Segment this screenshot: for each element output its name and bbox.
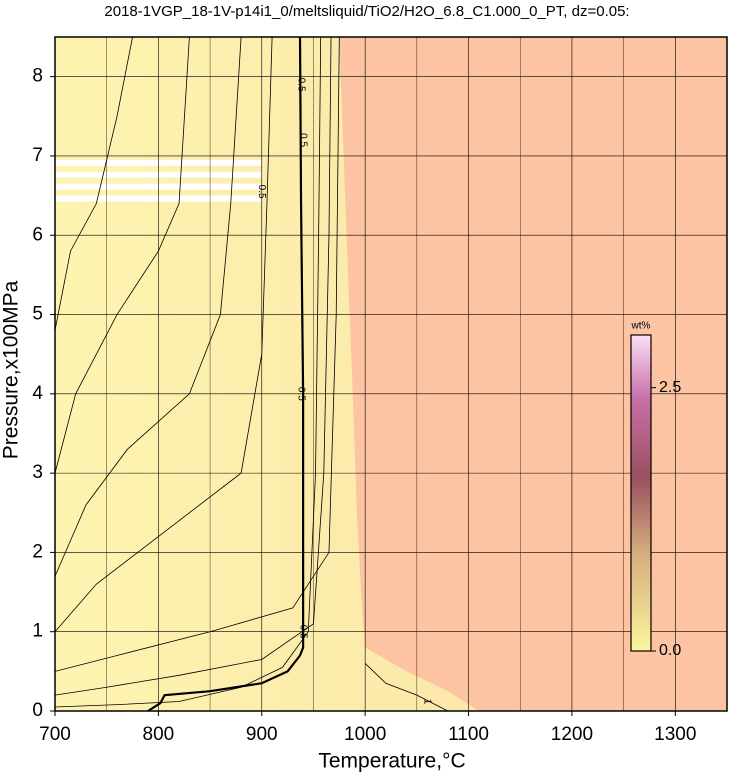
contour-label: 0.5 — [295, 387, 306, 401]
plot-area: 0.5 0.5 0.5 0.5 0.5 1 — [55, 37, 727, 711]
colorbar — [630, 334, 652, 652]
contour-line — [55, 37, 190, 474]
x-tick-label: 1000 — [344, 724, 386, 745]
x-tick-label: 1300 — [654, 724, 696, 745]
contour-label: 0.5 — [297, 133, 308, 147]
x-axis-label: Temperature,°C — [318, 750, 465, 773]
contour-line — [55, 37, 322, 708]
liquid-field — [339, 37, 727, 711]
x-tick-label: 700 — [39, 724, 71, 745]
y-axis-label: Pressure,x100MPa — [0, 280, 23, 459]
y-tick-label: 0 — [32, 700, 43, 721]
contour-line — [55, 37, 242, 577]
contour-line — [147, 37, 305, 711]
x-tick-label: 900 — [246, 724, 278, 745]
y-tick-label: 2 — [32, 541, 43, 562]
contour-label: 0.5 — [295, 78, 306, 92]
x-tick-label: 1200 — [551, 724, 593, 745]
colorbar-label: wt% — [631, 321, 651, 332]
y-tick-label: 5 — [32, 304, 43, 325]
plot-frame — [54, 36, 728, 712]
contour-line — [364, 663, 449, 711]
contour-label: 0.5 — [297, 625, 308, 639]
colorbar-tick-label: 0.0 — [659, 642, 681, 659]
contour-label: 0.5 — [256, 185, 267, 199]
y-tick-label: 1 — [32, 621, 43, 642]
contour-line — [55, 37, 332, 696]
contour-label: 1 — [422, 699, 433, 705]
y-tick-label: 4 — [32, 383, 43, 404]
contour-line — [55, 37, 133, 331]
chart-title: 2018-1VGP_18-1V-p14i1_0/meltsliquid/TiO2… — [104, 3, 629, 20]
contour-line — [55, 37, 340, 672]
y-tick-label: 7 — [32, 145, 43, 166]
y-tick-label: 6 — [32, 224, 43, 245]
contour-line — [55, 37, 273, 632]
y-tick-label: 3 — [32, 462, 43, 483]
colorbar-tick-label: 2.5 — [659, 379, 681, 396]
x-tick-label: 800 — [143, 724, 175, 745]
x-tick-label: 1100 — [448, 724, 489, 745]
y-tick-label: 8 — [32, 66, 43, 87]
